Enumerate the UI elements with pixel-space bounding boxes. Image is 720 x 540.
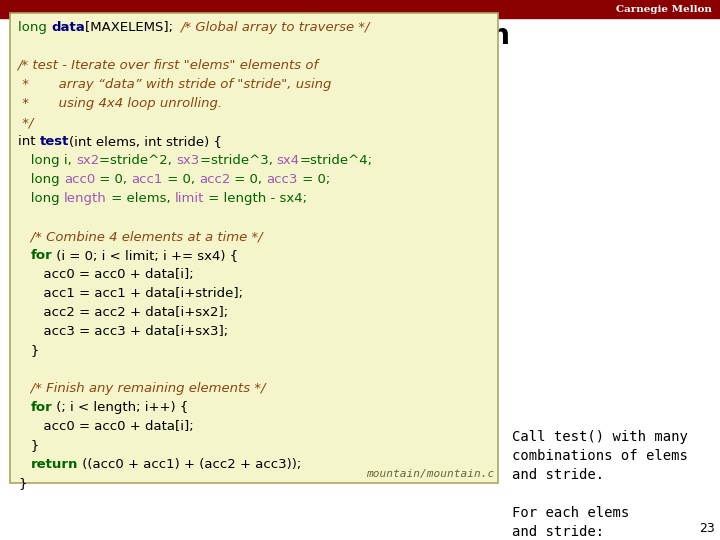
Text: /* test - Iterate over first "elems" elements of: /* test - Iterate over first "elems" ele… [18, 59, 319, 72]
Text: = elems,: = elems, [107, 192, 174, 205]
Text: /* Global array to traverse */: /* Global array to traverse */ [181, 21, 371, 34]
Text: acc2: acc2 [199, 173, 230, 186]
Text: 23: 23 [699, 522, 715, 535]
Text: acc0 = acc0 + data[i];: acc0 = acc0 + data[i]; [18, 420, 194, 433]
Text: combinations of elems: combinations of elems [512, 449, 688, 463]
Text: (int elems, int stride) {: (int elems, int stride) { [69, 135, 222, 148]
Text: length: length [64, 192, 107, 205]
Text: for: for [31, 401, 53, 414]
Text: acc1: acc1 [131, 173, 163, 186]
FancyBboxPatch shape [10, 13, 498, 483]
Text: =stride^3,: =stride^3, [199, 154, 276, 167]
Text: Call test() with many: Call test() with many [512, 430, 688, 444]
Text: Carnegie Mellon: Carnegie Mellon [616, 4, 712, 14]
Text: /* Combine 4 elements at a time */: /* Combine 4 elements at a time */ [18, 230, 263, 243]
Text: = 0;: = 0; [298, 173, 330, 186]
Text: ((acc0 + acc1) + (acc2 + acc3));: ((acc0 + acc1) + (acc2 + acc3)); [78, 458, 302, 471]
Text: *       array “data” with stride of "stride", using: * array “data” with stride of "stride", … [18, 78, 331, 91]
Text: [MAXELEMS];: [MAXELEMS]; [85, 21, 181, 34]
Text: acc2 = acc2 + data[i+sx2];: acc2 = acc2 + data[i+sx2]; [18, 306, 228, 319]
Text: acc3: acc3 [266, 173, 298, 186]
Text: acc1 = acc1 + data[i+stride];: acc1 = acc1 + data[i+stride]; [18, 287, 243, 300]
Text: (; i < length; i++) {: (; i < length; i++) { [53, 401, 189, 414]
Text: (i = 0; i < limit; i += sx4) {: (i = 0; i < limit; i += sx4) { [53, 249, 239, 262]
Text: sx3: sx3 [176, 154, 199, 167]
Bar [0, 0, 720, 18]
Text: }: } [18, 344, 40, 357]
Text: int: int [18, 135, 40, 148]
Text: and stride.: and stride. [512, 468, 604, 482]
Text: long: long [18, 173, 64, 186]
Text: acc0: acc0 [64, 173, 95, 186]
Text: mountain/mountain.c: mountain/mountain.c [366, 469, 494, 479]
Text: }: } [18, 477, 27, 490]
Text: for: for [31, 249, 53, 262]
Text: *       using 4x4 loop unrolling.: * using 4x4 loop unrolling. [18, 97, 222, 110]
Text: sx2: sx2 [76, 154, 99, 167]
Text: and stride:: and stride: [512, 525, 604, 539]
Text: = 0,: = 0, [95, 173, 131, 186]
Text: long: long [18, 192, 64, 205]
Text: long i,: long i, [18, 154, 76, 167]
Text: test: test [40, 135, 69, 148]
Text: /* Finish any remaining elements */: /* Finish any remaining elements */ [18, 382, 266, 395]
Text: limit: limit [174, 192, 204, 205]
Text: }: } [18, 439, 40, 452]
Text: Memory Mountain Test Function: Memory Mountain Test Function [8, 22, 510, 50]
Text: sx4: sx4 [276, 154, 300, 167]
Text: */: */ [18, 116, 33, 129]
Text: acc0 = acc0 + data[i];: acc0 = acc0 + data[i]; [18, 268, 194, 281]
Text: =stride^4;: =stride^4; [300, 154, 373, 167]
Text: return: return [31, 458, 78, 471]
Text: = 0,: = 0, [230, 173, 266, 186]
Text: long: long [18, 21, 51, 34]
Text: =stride^2,: =stride^2, [99, 154, 176, 167]
Text: For each elems: For each elems [512, 506, 629, 520]
Text: = 0,: = 0, [163, 173, 199, 186]
Text: data: data [51, 21, 85, 34]
Text: = length - sx4;: = length - sx4; [204, 192, 307, 205]
Text: acc3 = acc3 + data[i+sx3];: acc3 = acc3 + data[i+sx3]; [18, 325, 228, 338]
